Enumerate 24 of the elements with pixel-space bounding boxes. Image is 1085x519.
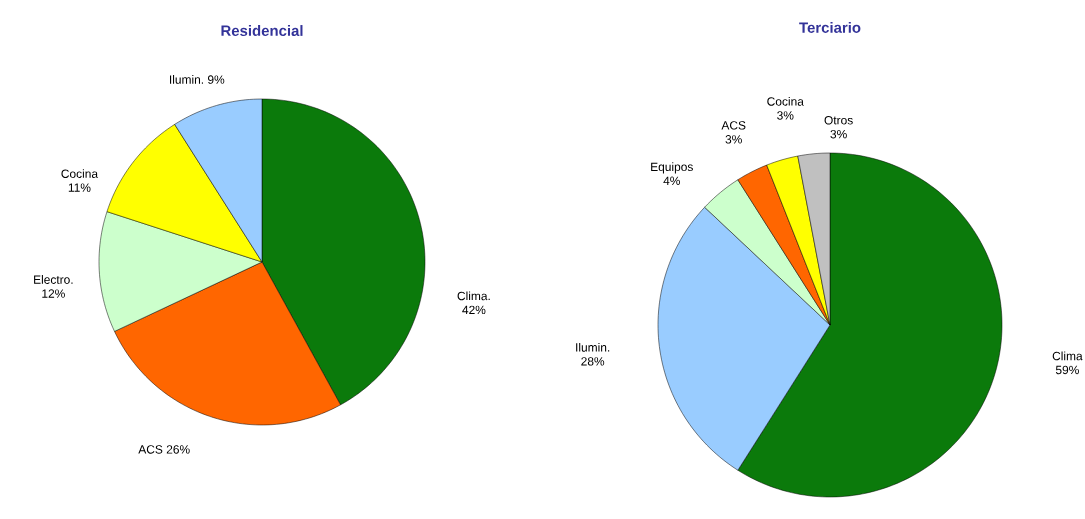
data-label: 26% — [166, 445, 190, 454]
data-label: 59% — [1055, 365, 1079, 375]
data-label: 9% — [207, 75, 225, 84]
data-label: 3% — [725, 135, 742, 144]
slice-label: Otros — [824, 115, 853, 125]
data-label: 12% — [42, 289, 65, 298]
data-label: 3% — [830, 129, 847, 139]
slice-label: Clima — [1052, 351, 1083, 361]
slice-label: Cocina — [767, 96, 804, 106]
slice-label: ACS — [138, 445, 163, 454]
data-label: 3% — [777, 111, 794, 120]
chart-title: Terciario — [799, 21, 861, 33]
slice-label: ACS — [721, 121, 746, 130]
data-label: 4% — [663, 176, 680, 185]
slice-label: Clima. — [457, 291, 490, 301]
slice-label: Electro. — [34, 275, 73, 284]
chart-title: Residencial — [221, 25, 303, 37]
slice-label: Equipos — [651, 162, 693, 174]
data-label: 28% — [581, 357, 605, 366]
slice-label: Ilumin. — [170, 75, 204, 84]
data-label: 11% — [68, 183, 91, 192]
slice-label: Ilumin. — [576, 342, 610, 352]
data-label: 42% — [462, 305, 486, 315]
slice-label: Cocina — [61, 169, 99, 178]
